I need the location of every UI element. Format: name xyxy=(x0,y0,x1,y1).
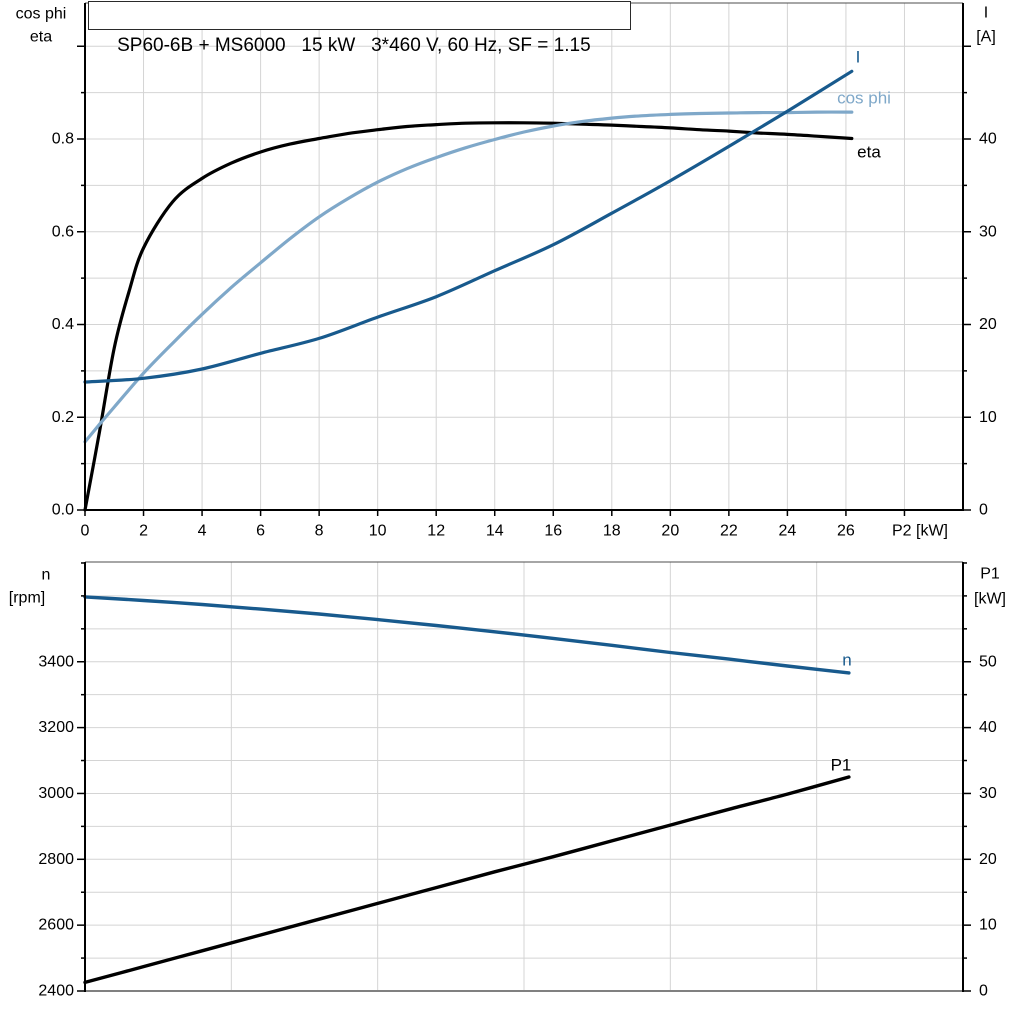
x-tick-label: 12 xyxy=(427,523,445,540)
right-tick-label: 30 xyxy=(979,785,997,802)
left-tick-label: 0.0 xyxy=(52,502,74,519)
bottom-chart: 2400 2600 2800 3000 3200 3400 0 10 20 30 40 50 n [rpm… xyxy=(9,561,1006,1000)
left-axis-title: eta xyxy=(30,29,52,46)
top-chart-axes xyxy=(84,3,964,511)
left-axis-title: cos phi xyxy=(16,6,67,23)
left-tick-label: 3000 xyxy=(38,785,74,802)
left-tick-label: 3200 xyxy=(38,719,74,736)
x-tick-label: 4 xyxy=(198,523,207,540)
bottom-chart-labels: 2400 2600 2800 3000 3200 3400 0 10 20 30 40 50 n [rpm… xyxy=(9,566,1006,1000)
right-tick-label: 0 xyxy=(979,983,988,1000)
x-tick-label: 0 xyxy=(81,523,90,540)
x-tick-label: 16 xyxy=(544,523,562,540)
P1-curve xyxy=(83,775,851,985)
right-tick-label: 20 xyxy=(979,316,997,333)
eta-curve xyxy=(83,121,854,512)
eta-curve-label: eta xyxy=(857,143,881,162)
left-tick-label: 0.6 xyxy=(52,223,74,240)
top-chart-labels: 0 2 4 6 8 10 12 14 16 18 20 22 24 26 P2 [kW]0.00.20.40… xyxy=(16,5,997,540)
x-tick-label: 20 xyxy=(661,523,679,540)
left-tick-label: 2800 xyxy=(38,851,74,868)
top-chart: 0 2 4 6 8 10 12 14 16 18 20 22 24 26 P2 [kW]0.00.20.40… xyxy=(16,2,997,540)
left-tick-label: 2400 xyxy=(38,983,74,1000)
x-tick-label: 6 xyxy=(256,523,265,540)
n-curve xyxy=(83,595,851,675)
chart-title: SP60-6B + MS6000 15 kW 3*460 V, 60 Hz, S… xyxy=(117,35,591,56)
n-curve-label: n xyxy=(842,651,851,670)
x-axis-title: P2 [kW] xyxy=(892,523,948,540)
right-tick-label: 50 xyxy=(979,653,997,670)
right-axis-title: P1 xyxy=(980,566,1000,583)
bottom-chart-ticks xyxy=(77,562,971,992)
cos phi-curve xyxy=(83,110,854,444)
x-tick-label: 14 xyxy=(486,523,504,540)
cos phi-curve-label: cos phi xyxy=(837,89,891,108)
right-tick-label: 30 xyxy=(979,223,997,240)
x-tick-label: 24 xyxy=(779,523,797,540)
left-tick-label: 0.4 xyxy=(52,316,74,333)
bottom-chart-grid xyxy=(85,562,963,991)
right-tick-label: 40 xyxy=(979,719,997,736)
chart-title-box: SP60-6B + MS6000 15 kW 3*460 V, 60 Hz, S… xyxy=(88,1,631,56)
left-tick-label: 0.2 xyxy=(52,409,74,426)
x-tick-label: 18 xyxy=(603,523,621,540)
left-tick-label: 0.8 xyxy=(52,131,74,148)
I-curve xyxy=(83,69,854,384)
bottom-chart-axes xyxy=(84,562,964,992)
left-axis-title: n xyxy=(42,567,51,584)
right-tick-label: 10 xyxy=(979,917,997,934)
top-chart-ticks xyxy=(77,45,971,516)
right-tick-label: 40 xyxy=(979,131,997,148)
x-tick-label: 26 xyxy=(837,523,855,540)
right-tick-label: 20 xyxy=(979,851,997,868)
I-curve-label: I xyxy=(856,48,861,67)
left-tick-label: 2600 xyxy=(38,917,74,934)
x-tick-label: 22 xyxy=(720,523,738,540)
right-tick-label: 0 xyxy=(979,502,988,519)
x-tick-label: 8 xyxy=(315,523,324,540)
P1-curve-label: P1 xyxy=(831,756,852,775)
right-axis-title: [A] xyxy=(976,29,996,46)
left-axis-title: [rpm] xyxy=(9,590,45,607)
x-tick-label: 2 xyxy=(139,523,148,540)
left-tick-label: 3400 xyxy=(38,653,74,670)
right-tick-label: 10 xyxy=(979,409,997,426)
right-axis-title: [kW] xyxy=(974,591,1006,608)
x-tick-label: 10 xyxy=(369,523,387,540)
right-axis-title: I xyxy=(984,5,988,22)
